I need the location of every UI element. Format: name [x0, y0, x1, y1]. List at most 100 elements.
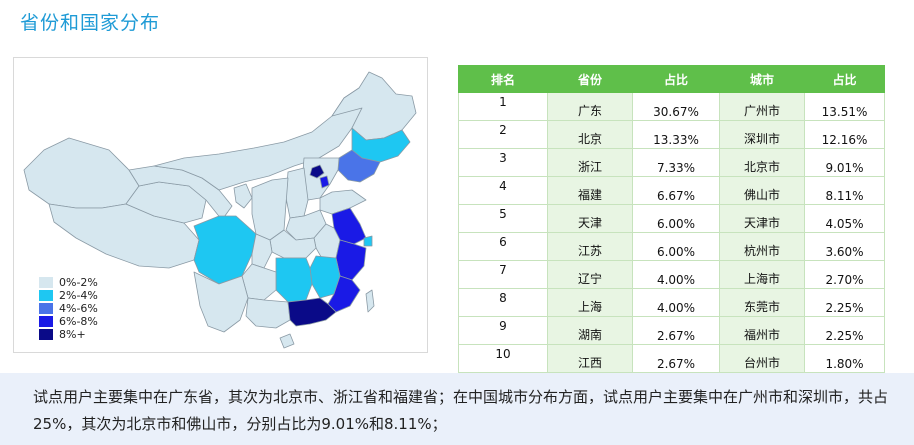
cell-rank: 10 [458, 344, 548, 373]
legend-item: 6%-8% [39, 315, 98, 328]
province-shandong [319, 189, 367, 215]
cell-province-share: 4.00% [632, 288, 720, 317]
header-rank: 排名 [458, 65, 548, 93]
cell-rank: 3 [458, 148, 548, 177]
cell-province-share: 6.00% [632, 232, 720, 261]
province-yunnan [193, 271, 249, 333]
cell-rank: 8 [458, 288, 548, 317]
province-guangxi [245, 297, 291, 329]
legend-item: 2%-4% [39, 289, 98, 302]
cell-city: 上海市 [719, 260, 805, 289]
table-row: 2 北京 13.33% 深圳市 12.16% [458, 120, 885, 149]
header-city-share: 占比 [804, 65, 885, 93]
legend-label: 6%-8% [59, 315, 98, 328]
cell-province-share: 2.67% [632, 344, 720, 373]
cell-province: 上海 [547, 288, 633, 317]
table-row: 9 湖南 2.67% 福州市 2.25% [458, 316, 885, 345]
table-body: 1 广东 30.67% 广州市 13.51% 2 北京 13.33% 深圳市 12.16% 3 浙江 7… [458, 92, 885, 373]
china-province-map: 0%-2% 2%-4% 4%-6% 6%-8% 8%+ [13, 57, 428, 353]
cell-province: 天津 [547, 204, 633, 233]
legend-swatch [39, 303, 53, 314]
cell-province: 江西 [547, 344, 633, 373]
cell-province-share: 4.00% [632, 260, 720, 289]
province-guangdong [287, 297, 337, 327]
cell-rank: 5 [458, 204, 548, 233]
cell-rank: 4 [458, 176, 548, 205]
cell-city: 天津市 [719, 204, 805, 233]
cell-rank: 6 [458, 232, 548, 261]
table-row: 1 广东 30.67% 广州市 13.51% [458, 92, 885, 121]
legend-item: 4%-6% [39, 302, 98, 315]
province-zhejiang [335, 239, 367, 281]
province-xinjiang [23, 137, 140, 209]
cell-city: 杭州市 [719, 232, 805, 261]
cell-city-share: 13.51% [804, 92, 885, 121]
summary-panel: 试点用户主要集中在广东省，其次为北京市、浙江省和福建省；在中国城市分布方面，试点… [0, 373, 914, 445]
province-taiwan [365, 289, 375, 313]
province-hubei [269, 229, 317, 259]
cell-province-share: 13.33% [632, 120, 720, 149]
legend-label: 2%-4% [59, 289, 98, 302]
legend-swatch [39, 290, 53, 301]
cell-rank: 7 [458, 260, 548, 289]
cell-city-share: 2.25% [804, 288, 885, 317]
cell-city-share: 9.01% [804, 148, 885, 177]
cell-province-share: 30.67% [632, 92, 720, 121]
cell-city: 佛山市 [719, 176, 805, 205]
header-province: 省份 [547, 65, 633, 93]
cell-city: 广州市 [719, 92, 805, 121]
province-hunan [275, 257, 313, 303]
cell-province: 江苏 [547, 232, 633, 261]
cell-city-share: 4.05% [804, 204, 885, 233]
cell-city-share: 2.70% [804, 260, 885, 289]
cell-city: 福州市 [719, 316, 805, 345]
cell-city-share: 12.16% [804, 120, 885, 149]
legend-label: 4%-6% [59, 302, 98, 315]
cell-city-share: 8.11% [804, 176, 885, 205]
table-row: 8 上海 4.00% 东莞市 2.25% [458, 288, 885, 317]
legend-swatch [39, 277, 53, 288]
cell-city-share: 3.60% [804, 232, 885, 261]
cell-province: 辽宁 [547, 260, 633, 289]
cell-province: 福建 [547, 176, 633, 205]
cell-province: 广东 [547, 92, 633, 121]
china-map-svg [23, 71, 417, 349]
legend-label: 8%+ [59, 328, 86, 341]
cell-province-share: 6.67% [632, 176, 720, 205]
cell-province: 浙江 [547, 148, 633, 177]
header-province-share: 占比 [632, 65, 720, 93]
province-shanxi [285, 167, 309, 219]
page-title: 省份和国家分布 [20, 12, 161, 34]
legend-label: 0%-2% [59, 276, 98, 289]
legend-swatch [39, 329, 53, 340]
table-row: 6 江苏 6.00% 杭州市 3.60% [458, 232, 885, 261]
cell-city: 北京市 [719, 148, 805, 177]
cell-city: 台州市 [719, 344, 805, 373]
cell-rank: 2 [458, 120, 548, 149]
province-tianjin [319, 175, 330, 189]
table-row: 3 浙江 7.33% 北京市 9.01% [458, 148, 885, 177]
province-shanghai [363, 235, 373, 247]
province-hainan [279, 333, 295, 349]
legend-swatch [39, 316, 53, 327]
cell-province-share: 2.67% [632, 316, 720, 345]
cell-province: 湖南 [547, 316, 633, 345]
table-header-row: 排名 省份 占比 城市 占比 [458, 65, 885, 93]
table-row: 7 辽宁 4.00% 上海市 2.70% [458, 260, 885, 289]
cell-city: 东莞市 [719, 288, 805, 317]
header-city: 城市 [719, 65, 805, 93]
cell-province-share: 7.33% [632, 148, 720, 177]
ranking-table: 排名 省份 占比 城市 占比 1 广东 30.67% 广州市 13.51% 2 北京 13.3… [458, 65, 885, 373]
table-row: 5 天津 6.00% 天津市 4.05% [458, 204, 885, 233]
table-row: 10 江西 2.67% 台州市 1.80% [458, 344, 885, 373]
cell-city-share: 1.80% [804, 344, 885, 373]
cell-province-share: 6.00% [632, 204, 720, 233]
province-liaoning [337, 149, 381, 183]
province-beijing [309, 164, 325, 179]
summary-text: 试点用户主要集中在广东省，其次为北京市、浙江省和福建省；在中国城市分布方面，试点… [33, 388, 889, 433]
table-row: 4 福建 6.67% 佛山市 8.11% [458, 176, 885, 205]
cell-city-share: 2.25% [804, 316, 885, 345]
cell-city: 深圳市 [719, 120, 805, 149]
cell-rank: 1 [458, 92, 548, 121]
legend-item: 0%-2% [39, 276, 98, 289]
